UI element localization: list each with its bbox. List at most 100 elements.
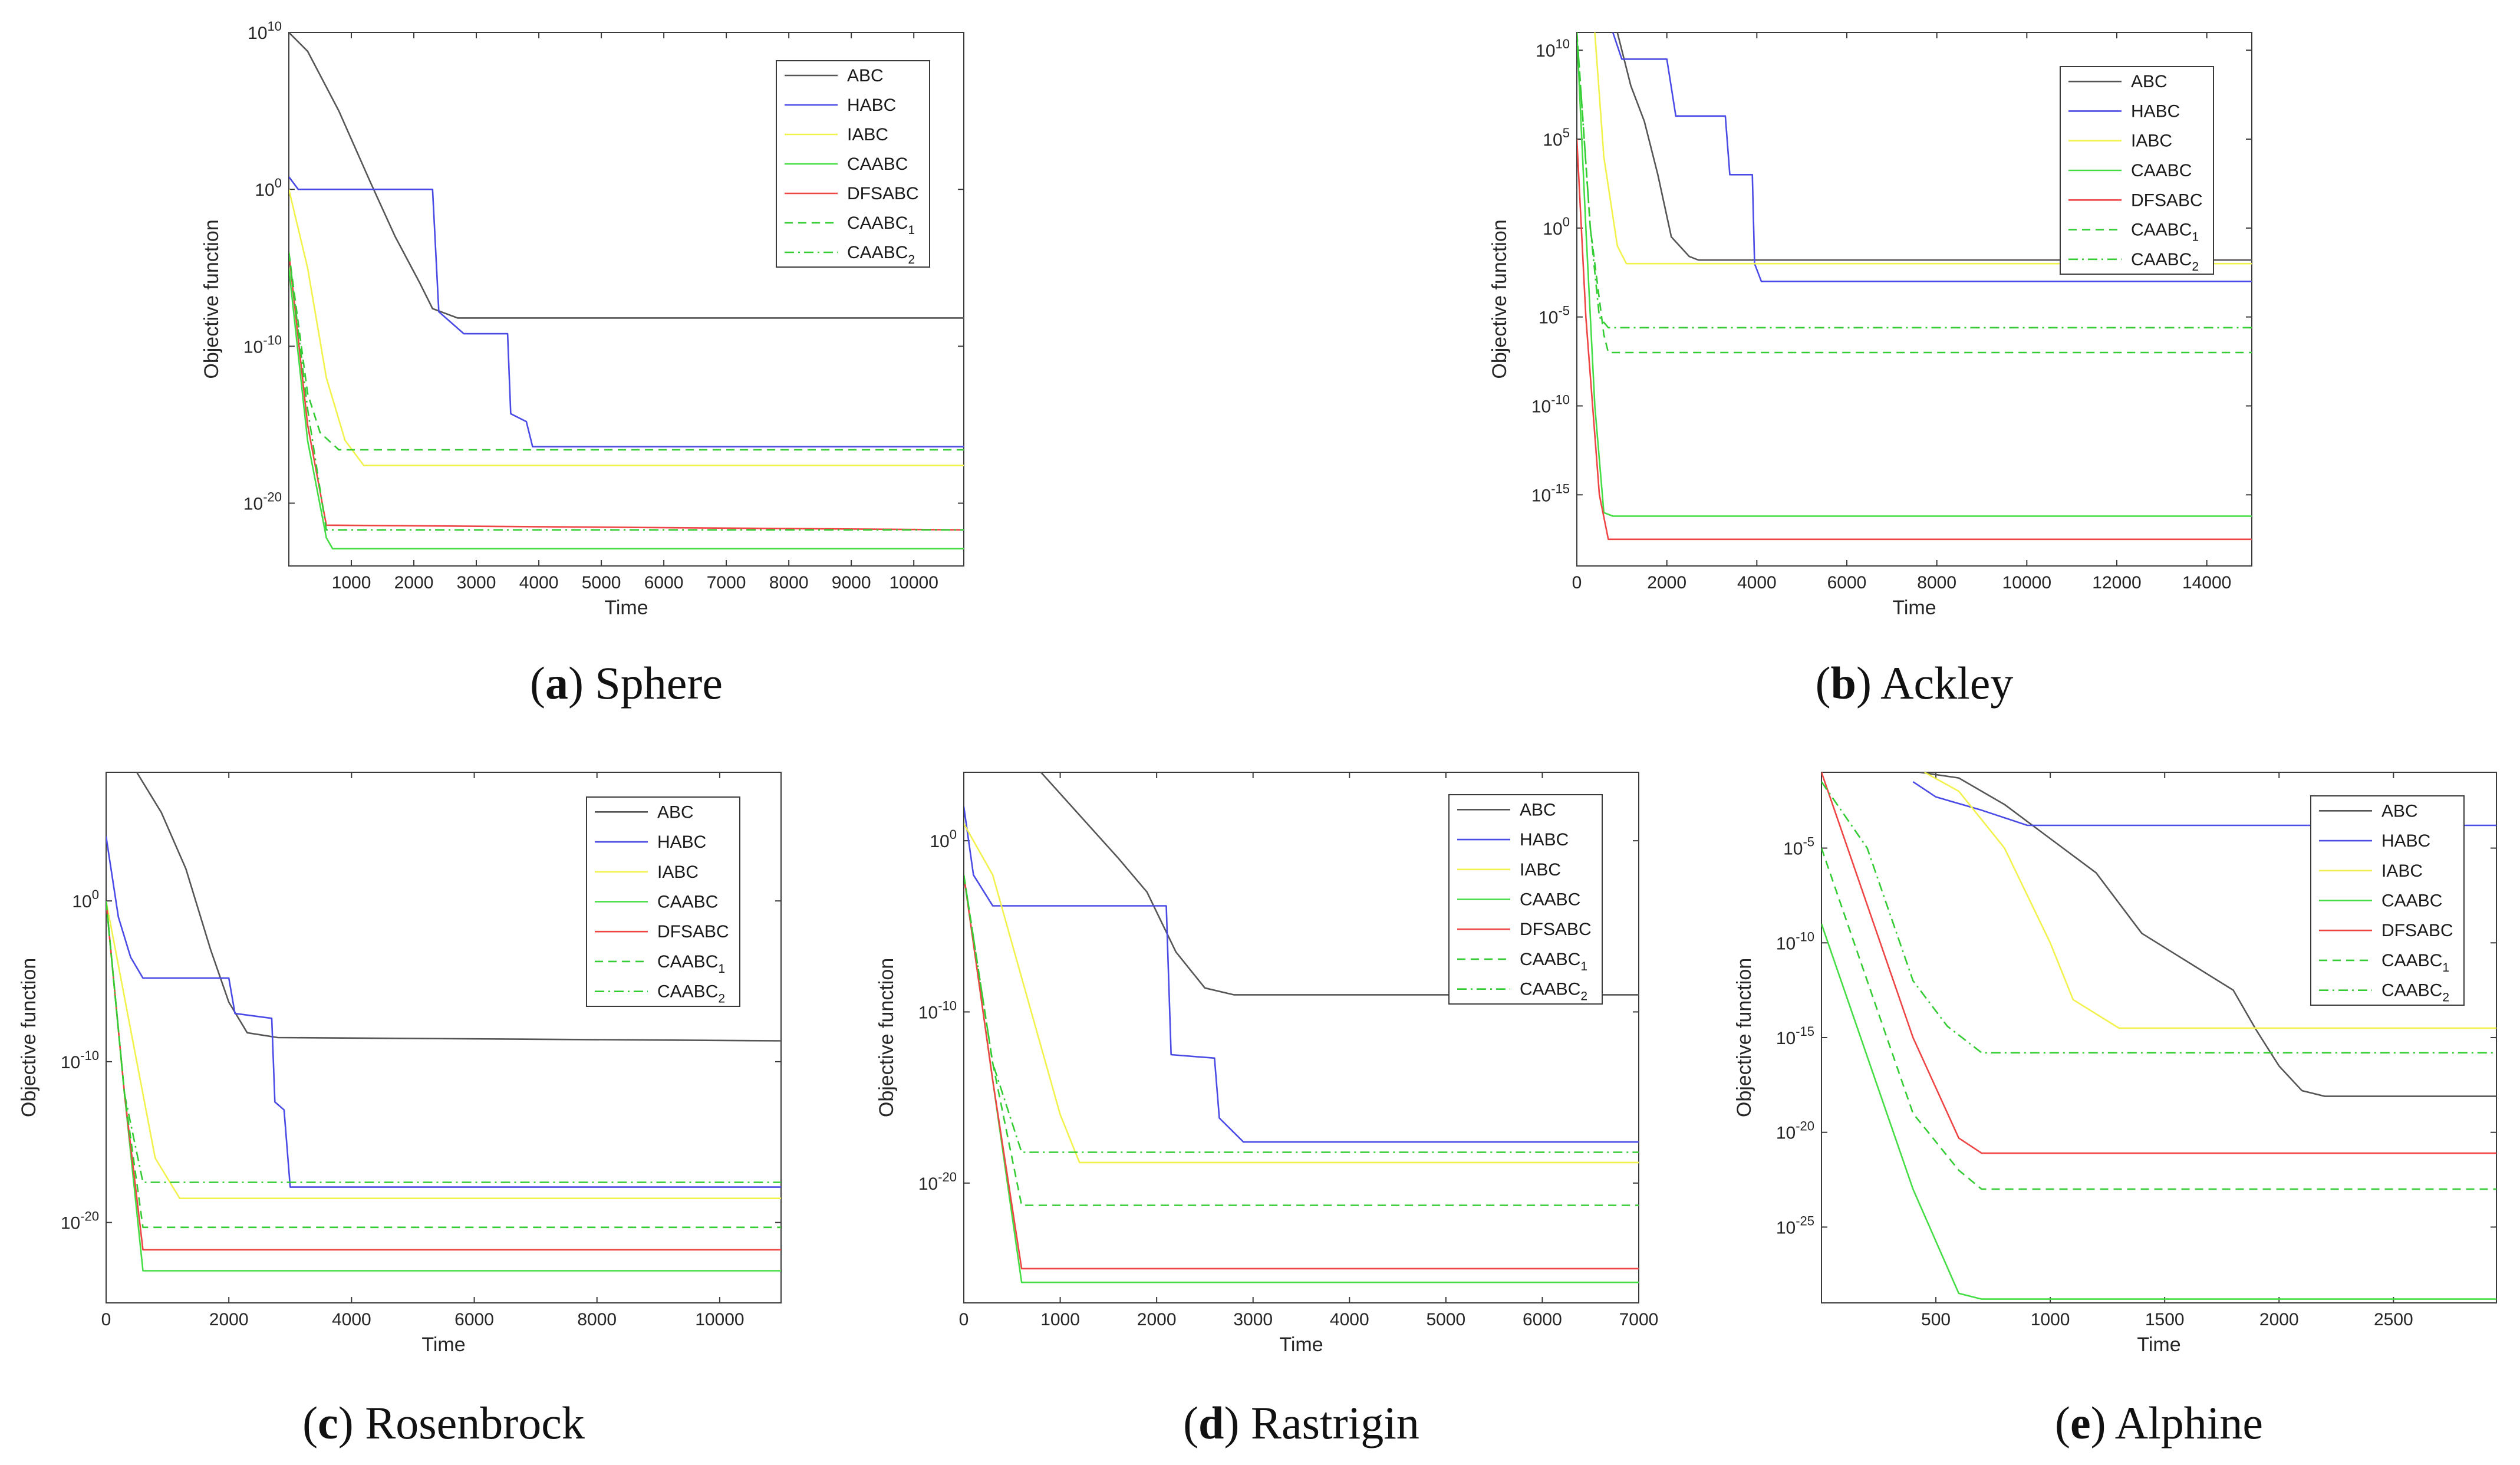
y-tick-label: 1010 [1536,37,1570,61]
legend-item-caabc: CAABC [657,893,718,912]
series-line-abc [1616,32,2252,261]
y-tick-label: 10-20 [243,490,282,514]
x-tick-label: 0 [959,1310,969,1329]
legend: ABC HABC IABC CAABC DFSABC CAABC1 CAABC2 [586,796,740,1007]
x-tick-label: 1000 [1040,1310,1080,1329]
y-tick-label: 10-5 [1783,835,1814,859]
legend-item-habc: HABC [2131,101,2180,121]
x-tick-label: 4000 [1330,1310,1369,1329]
x-tick-label: 7000 [1619,1310,1659,1329]
x-axis-label: Time [421,1334,465,1356]
y-tick-label: 10-10 [1531,393,1570,417]
x-tick-label: 10000 [695,1310,744,1329]
series-line-habc [289,176,964,447]
x-tick-label: 7000 [707,573,746,592]
x-tick-label: 8000 [769,573,809,592]
series-line-caabc [1577,32,2252,517]
panel-caption: (e) Alphine [2055,1397,2263,1448]
legend-item-caabc: CAABC [1520,890,1580,910]
legend-item-abc: ABC [2381,801,2418,821]
y-tick-label: 10-10 [243,332,282,357]
y-tick-label: 10-15 [1776,1024,1814,1048]
series-line-iabc [964,823,1639,1164]
x-tick-label: 2000 [1647,573,1686,592]
y-tick-label: 10-20 [1776,1119,1814,1143]
series-group [289,32,964,549]
legend-item-habc: HABC [2381,831,2430,851]
legend-item-iabc: IABC [847,125,888,144]
x-tick-label: 2000 [1137,1310,1177,1329]
legend-item-dfsabc: DFSABC [1520,920,1592,939]
legend-item-caabc2: CAABC2 [2131,250,2199,274]
legend-item-caabc1: CAABC1 [2381,951,2449,975]
series-line-caabc2 [1577,32,2252,329]
y-axis-label: Objective function [18,958,40,1117]
x-tick-label: 3000 [457,573,496,592]
legend-item-habc: HABC [1520,830,1569,850]
x-tick-label: 10000 [2002,573,2051,592]
chart-panel-b: 0 2000 4000 6000 8000 10000 12000 14000 10-15 10-… [1488,32,2252,709]
x-tick-label: 2000 [209,1310,249,1329]
series-line-caabc2 [289,252,964,531]
panel-caption: (c) Rosenbrock [302,1397,585,1448]
legend: ABC HABC IABC CAABC DFSABC CAABC1 CAABC2 [2310,795,2465,1006]
panel-caption: (d) Rastrigin [1183,1397,1419,1448]
legend-item-caabc1: CAABC1 [1520,950,1587,973]
legend-item-caabc1: CAABC1 [847,213,915,237]
x-tick-label: 2000 [2259,1310,2299,1329]
chart-panel-a: 1000 2000 3000 4000 5000 6000 7000 8000 9000 1000… [200,19,964,709]
y-axis-label: Objective function [875,958,898,1117]
series-line-caabc1 [964,875,1639,1206]
y-tick-label: 10-25 [1776,1213,1814,1237]
legend-item-dfsabc: DFSABC [847,184,919,203]
series-line-abc [1919,772,2496,1097]
chart-panel-d: 0 1000 2000 3000 4000 5000 6000 7000 10-20 10-10 1… [875,772,1658,1448]
series-line-caabc2 [964,875,1639,1153]
y-tick-label: 100 [72,887,99,911]
legend: ABC HABC IABC CAABC DFSABC CAABC1 CAABC2 [1448,794,1603,1005]
y-tick-label: 10-10 [1776,929,1814,953]
y-tick-label: 10-20 [61,1209,99,1233]
series-line-dfsabc [289,252,964,531]
legend: ABC HABC IABC CAABC DFSABC CAABC1 CAABC2 [2060,66,2214,275]
series-line-dfsabc [1577,139,2252,541]
legend-item-caabc2: CAABC2 [847,243,915,266]
x-tick-label: 6000 [1523,1310,1562,1329]
y-tick-label: 10-5 [1539,304,1570,328]
series-line-caabc2 [106,901,781,1183]
series-group [1577,32,2252,541]
y-tick-label: 100 [1543,215,1570,239]
x-tick-label: 0 [1572,573,1582,592]
x-axis-label: Time [1892,597,1936,619]
x-tick-label: 1500 [2145,1310,2185,1329]
series-line-caabc [1821,923,2496,1300]
legend-item-iabc: IABC [2381,861,2423,881]
y-tick-label: 1010 [248,19,282,43]
x-tick-label: 500 [1921,1310,1951,1329]
series-line-iabc [106,900,781,1199]
x-tick-label: 1000 [332,573,371,592]
legend-item-abc: ABC [847,66,884,85]
x-tick-label: 6000 [454,1310,494,1329]
legend-item-dfsabc: DFSABC [2131,190,2203,210]
chart-panel-c: 0 2000 4000 6000 8000 10000 10-20 10-10 100 Time O… [18,772,782,1448]
legend-item-habc: HABC [847,96,896,115]
legend-item-caabc: CAABC [2131,161,2192,180]
series-line-abc [289,32,964,319]
y-tick-label: 105 [1543,126,1570,150]
legend-item-caabc2: CAABC2 [2381,981,2449,1005]
y-axis-label: Objective function [1488,219,1511,378]
panel-caption: (b) Ackley [1816,657,2014,709]
series-group [964,772,1639,1283]
series-line-abc [1040,772,1639,996]
x-tick-label: 8000 [577,1310,617,1329]
x-tick-label: 3000 [1233,1310,1273,1329]
series-line-dfsabc [1821,772,2496,1154]
legend-item-abc: ABC [2131,72,2167,91]
x-tick-label: 5000 [1426,1310,1465,1329]
legend-item-abc: ABC [657,802,694,822]
legend-item-iabc: IABC [2131,131,2172,151]
legend-item-dfsabc: DFSABC [657,922,729,941]
series-line-habc [1912,781,2496,827]
